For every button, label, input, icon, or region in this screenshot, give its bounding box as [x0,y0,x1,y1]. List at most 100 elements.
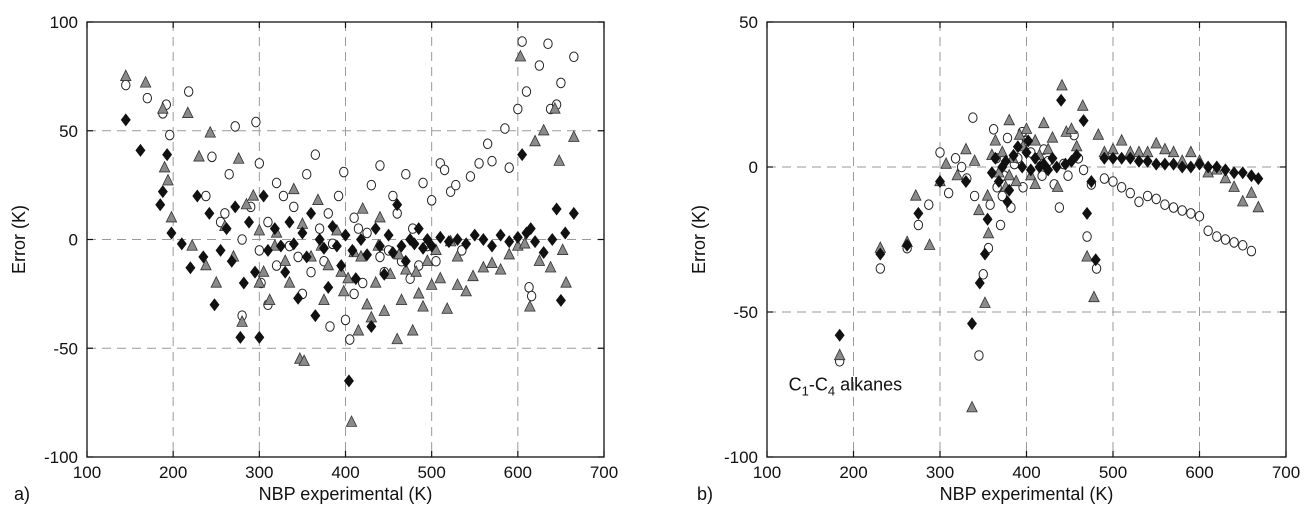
series-triangle [833,78,1265,413]
data-point-diamond [1116,151,1127,165]
panel-label: b) [697,484,713,504]
data-point-diamond [1002,195,1013,209]
data-point-circle [1134,196,1144,208]
data-point-circle [1168,202,1179,213]
data-point-diamond [1237,166,1248,180]
y-tick-label: 50 [739,13,758,32]
data-point-triangle [973,203,985,216]
data-point-circle [142,92,153,104]
data-point-circle [1142,190,1153,202]
data-point-diamond [331,239,342,253]
y-tick-label: 0 [749,158,758,177]
data-point-diamond [551,202,562,216]
data-point-circle [1160,199,1170,210]
data-point-circle [375,160,385,171]
x-tick-label: 200 [159,463,187,482]
data-point-circle [521,86,532,97]
panel-a: 100 200 300 400 500 600 700 -100 -50 0 50 100 NBP ex… [9,13,618,504]
data-point-triangle [1042,142,1054,155]
data-point-circle [1246,245,1257,257]
data-point-diamond [262,243,273,257]
data-point-diamond [244,215,254,229]
data-point-circle [388,190,398,202]
data-point-circle [1099,173,1110,184]
data-point-triangle [1219,171,1232,184]
y-tick-label: -100 [724,448,758,467]
data-point-diamond [347,243,358,257]
data-point-diamond [379,267,390,281]
data-point-circle [1177,205,1187,216]
data-point-triangle [1037,116,1050,129]
data-point-diamond [980,247,990,261]
data-point-diamond [166,226,177,240]
series-triangle [119,49,580,427]
data-point-triangle [979,296,991,308]
x-tick-label: 700 [590,463,618,482]
data-point-diamond [461,237,472,251]
data-point-diamond [297,226,308,240]
data-point-triangle [236,315,248,327]
x-tick-label: 700 [1272,463,1300,482]
data-point-circle [183,86,194,97]
data-point-diamond [275,239,286,253]
data-point-circle [1238,240,1248,251]
x-axis-label: NBP experimental (K) [259,484,433,504]
data-point-triangle [1065,122,1078,134]
y-tick-label: 50 [59,122,78,141]
data-point-circle [165,129,175,141]
data-point-diamond [162,148,173,162]
data-point-triangle [374,210,386,223]
data-point-circle [1063,170,1073,181]
data-point-triangle [1081,249,1093,262]
data-point-diamond [370,222,381,236]
data-point-circle [1151,193,1161,205]
data-point-diamond [1021,146,1032,159]
data-point-diamond [1023,134,1034,148]
data-point-triangle [989,133,1002,146]
data-point-circle [1082,231,1092,242]
data-point-diamond [555,293,566,307]
data-point-triangle [417,299,429,312]
data-point-circle [969,190,980,202]
data-point-triangle [966,400,978,413]
data-point-diamond [495,228,506,242]
x-tick-label: 400 [1012,463,1040,482]
data-point-triangle [240,197,253,210]
data-point-triangle [477,260,490,273]
x-tick-label: 500 [417,463,445,482]
data-point-circle [121,79,131,91]
data-point-diamond [1229,166,1240,180]
data-point-circle [237,234,247,245]
data-point-circle [482,138,493,150]
data-point-diamond [875,247,886,261]
data-point-diamond [336,259,347,273]
data-point-diamond [400,254,411,268]
data-point-triangle [981,188,994,201]
data-point-triangle [162,173,174,186]
data-point-circle [950,153,961,164]
data-point-triangle [982,226,995,239]
data-point-circle [524,282,534,293]
data-point-diamond [1177,160,1188,174]
x-tick-label: 300 [245,463,273,482]
data-point-diamond [254,330,265,344]
data-point-triangle [119,69,132,81]
data-point-diamond [306,206,317,220]
data-point-triangle [283,275,296,288]
data-point-circle [401,168,411,180]
data-point-diamond [192,189,203,203]
x-tick-label: 600 [504,463,532,482]
data-point-circle [230,121,240,132]
data-point-diamond [986,166,997,180]
data-point-triangle [951,168,964,181]
data-point-diamond [238,276,249,290]
data-point-triangle [204,125,217,138]
data-point-diamond [230,200,241,214]
data-point-triangle [279,254,292,266]
data-point-circle [1078,164,1089,176]
data-point-triangle [345,415,358,427]
data-point-circle [500,123,510,134]
data-point-diamond [293,291,304,305]
data-point-triangle [318,293,330,306]
data-point-triangle [1010,174,1022,187]
